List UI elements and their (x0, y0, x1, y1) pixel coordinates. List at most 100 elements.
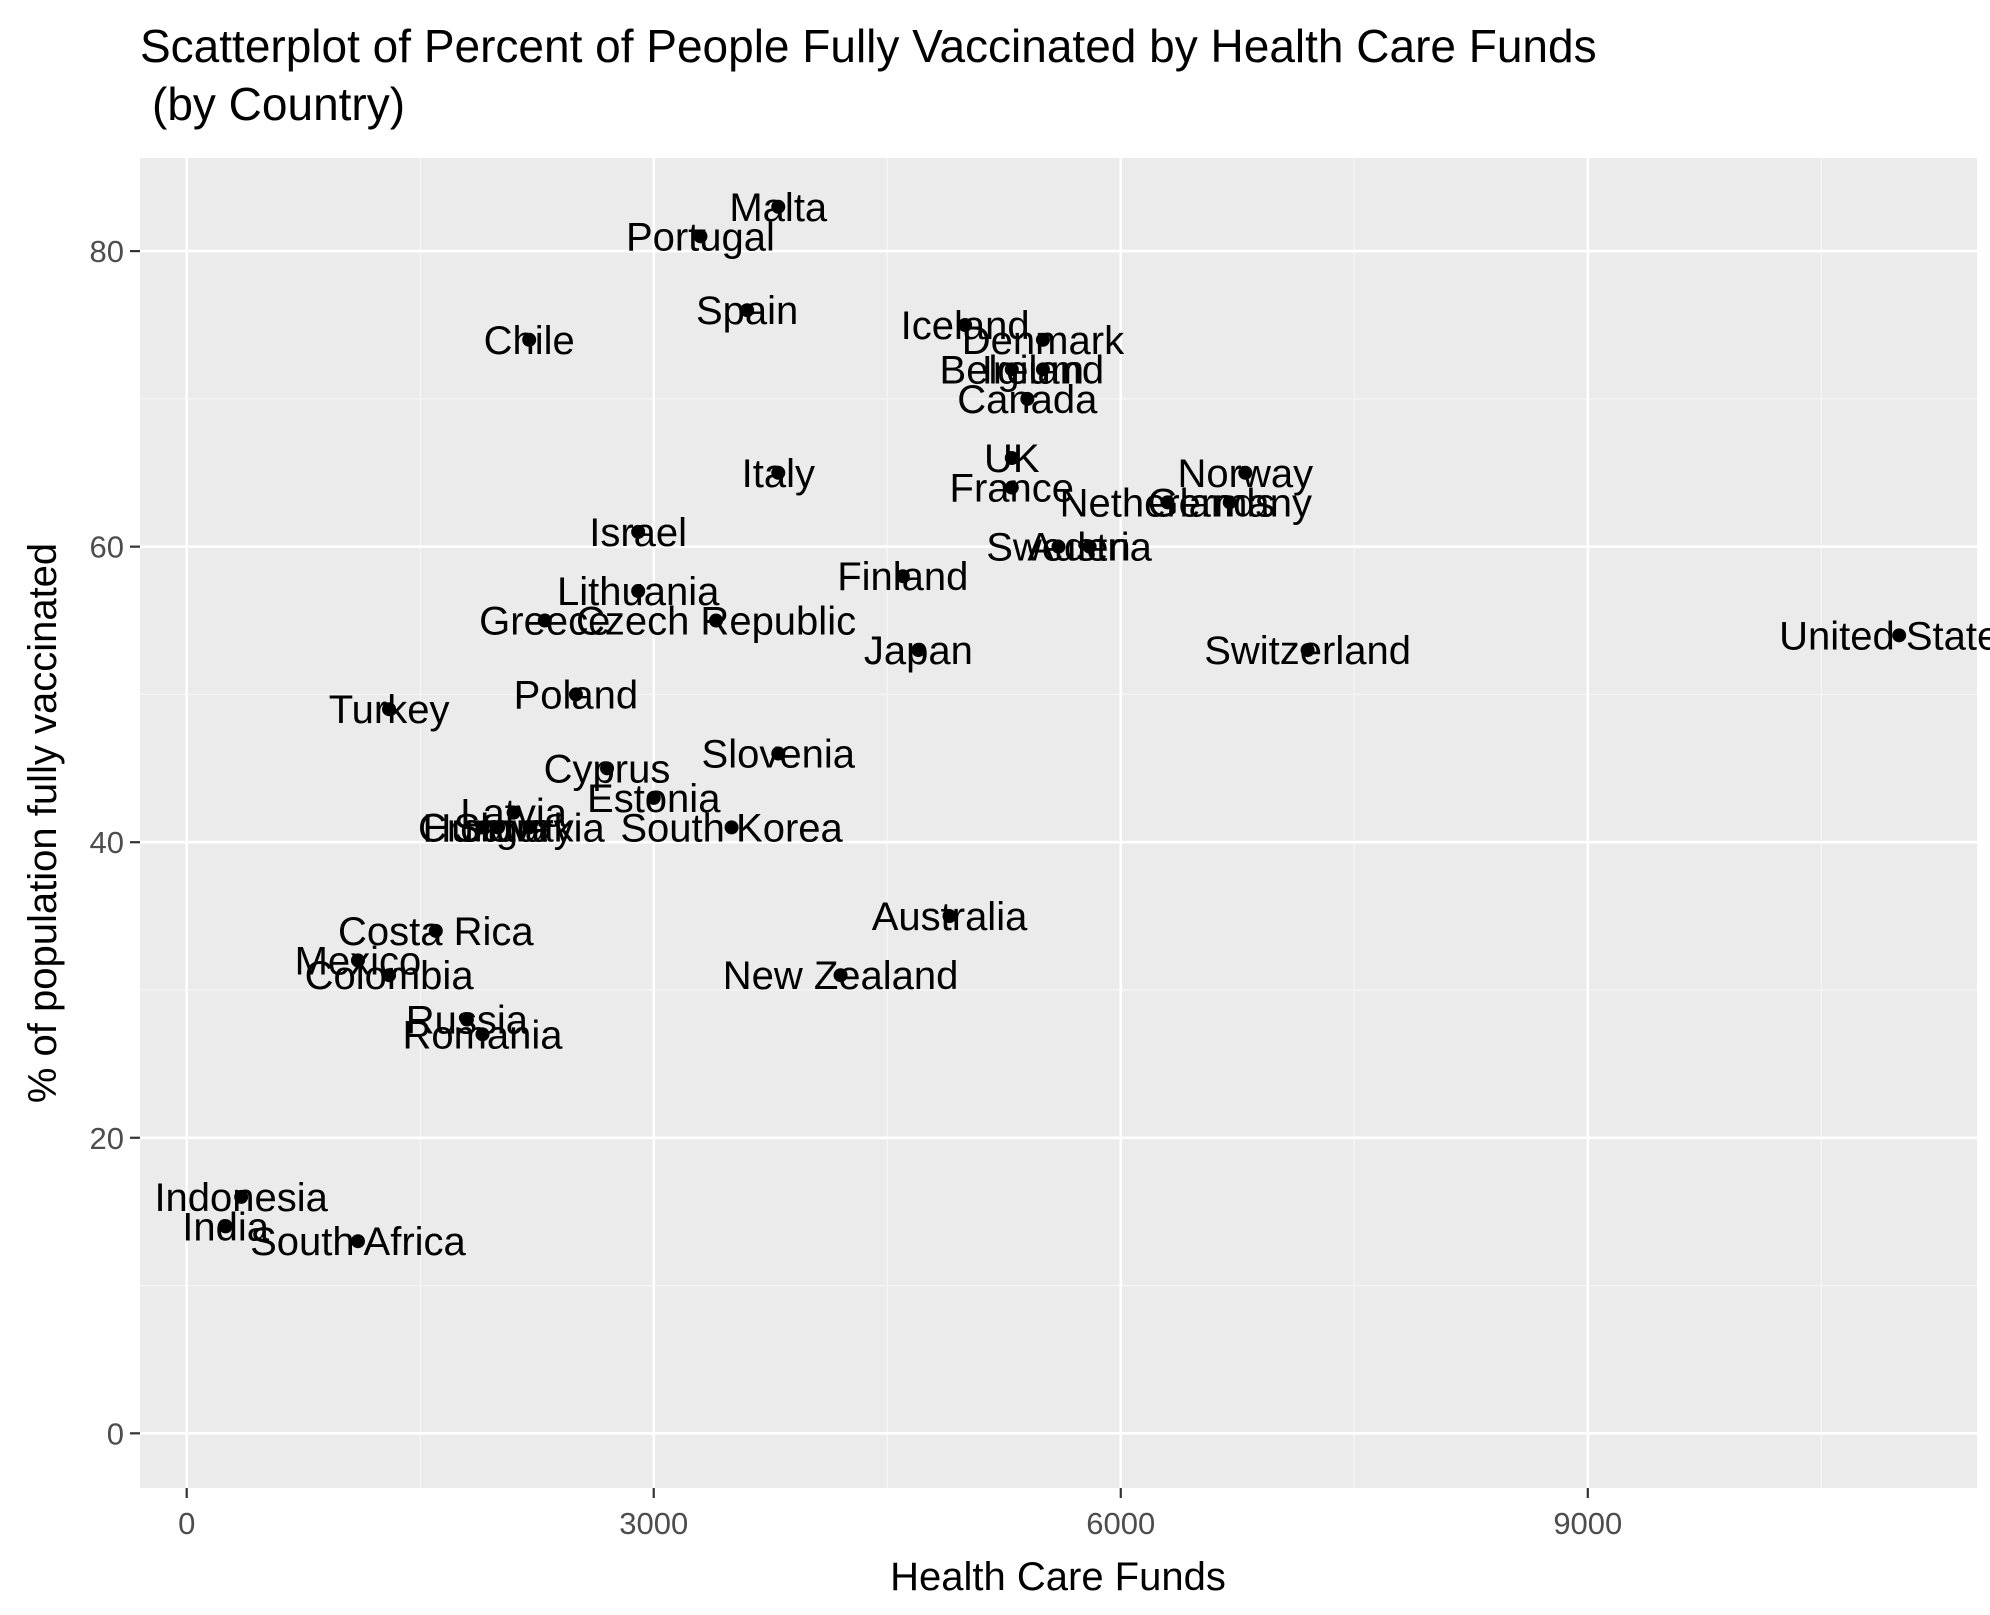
data-point (833, 968, 848, 983)
data-point (942, 909, 957, 924)
data-point (1004, 362, 1019, 377)
data-point (1035, 362, 1050, 377)
data-point (475, 820, 490, 835)
data-point (693, 229, 708, 244)
data-points (218, 199, 1907, 1249)
point-label: Costa Rica (338, 910, 534, 954)
data-point (911, 643, 926, 658)
point-label: Indonesia (154, 1176, 328, 1220)
y-tick-label: 0 (107, 1416, 124, 1451)
data-point (522, 332, 537, 347)
point-label: Switzerland (1204, 629, 1411, 673)
point-label: New Zealand (723, 954, 959, 998)
point-label: South Korea (620, 806, 843, 850)
x-tick-label: 3000 (619, 1506, 688, 1541)
chart-subtitle: (by Country) (152, 78, 405, 130)
data-point (522, 820, 537, 835)
point-label: Latvia (460, 792, 567, 836)
point-label: Romania (402, 1013, 563, 1057)
data-point (771, 199, 786, 214)
point-label: Croatia (418, 806, 548, 850)
data-point (740, 303, 755, 318)
data-point (382, 968, 397, 983)
point-label: Italy (742, 452, 815, 496)
data-point (771, 746, 786, 761)
point-label: France (950, 467, 1075, 511)
data-point (1300, 643, 1315, 658)
point-label: Estonia (587, 777, 721, 821)
y-tick-label: 40 (90, 825, 124, 860)
x-tick-label: 9000 (1553, 1506, 1622, 1541)
data-point (1020, 391, 1035, 406)
point-label: Poland (514, 673, 639, 717)
point-label: Chile (484, 319, 575, 363)
chart-title: Scatterplot of Percent of People Fully V… (140, 20, 1597, 72)
point-label: Spain (696, 289, 798, 333)
data-point (600, 761, 615, 776)
point-label: Malta (729, 186, 828, 230)
x-tick-label: 0 (178, 1506, 195, 1541)
point-label: Norway (1178, 452, 1314, 496)
plot-panel (140, 158, 1977, 1488)
data-point (709, 613, 724, 628)
point-label: Austria (1027, 526, 1152, 570)
data-point (1892, 628, 1907, 643)
point-label: Colombia (305, 954, 475, 998)
data-point (771, 465, 786, 480)
point-label: Finland (837, 555, 968, 599)
data-point (724, 820, 739, 835)
data-point (350, 953, 365, 968)
y-tick-label: 20 (90, 1121, 124, 1156)
data-point (491, 820, 506, 835)
data-point (234, 1189, 249, 1204)
data-point (506, 805, 521, 820)
point-label: United States (1779, 614, 1990, 658)
point-label: Belgium (940, 348, 1085, 392)
data-point (646, 790, 661, 805)
point-label: Lithuania (557, 570, 720, 614)
data-point (218, 1219, 233, 1234)
data-point (459, 1012, 474, 1027)
data-point (631, 583, 646, 598)
point-label: Australia (872, 895, 1028, 939)
data-point (1160, 495, 1175, 510)
point-label: Greece (479, 600, 610, 644)
point-label: Slovenia (702, 733, 856, 777)
point-label: India (182, 1205, 269, 1249)
point-label: Mexico (295, 939, 422, 983)
data-point (1035, 332, 1050, 347)
point-label: Portugal (626, 215, 775, 259)
data-point (537, 613, 552, 628)
point-label: Czech Republic (576, 600, 856, 644)
point-label: Russia (406, 999, 529, 1043)
x-tick-label: 6000 (1086, 1506, 1155, 1541)
data-point (1082, 539, 1097, 554)
data-point (1004, 450, 1019, 465)
data-point (631, 524, 646, 539)
data-point (1238, 465, 1253, 480)
point-label: Turkey (329, 688, 450, 732)
data-point (958, 317, 973, 332)
point-label: Denmark (962, 319, 1125, 363)
y-axis-title: % of population fully vaccinated (21, 543, 65, 1103)
data-point (1051, 539, 1066, 554)
x-axis-title: Health Care Funds (890, 1555, 1226, 1599)
point-label: Iceland (901, 304, 1030, 348)
data-point (382, 702, 397, 717)
point-label: South Africa (250, 1220, 466, 1264)
point-label: UK (984, 437, 1040, 481)
data-point (1222, 495, 1237, 510)
y-tick-label: 60 (90, 530, 124, 565)
data-point (1004, 480, 1019, 495)
data-point (428, 923, 443, 938)
point-label: Germany (1147, 481, 1312, 525)
data-point (568, 687, 583, 702)
point-label: Slovakia (454, 806, 606, 850)
point-label: Canada (957, 378, 1098, 422)
point-label: Israel (589, 511, 687, 555)
point-label: Netherlands (1060, 481, 1276, 525)
axis-ticks: 0 3000 6000 9000 0 20 40 60 80 (90, 234, 1623, 1541)
point-label: Cyprus (544, 747, 671, 791)
